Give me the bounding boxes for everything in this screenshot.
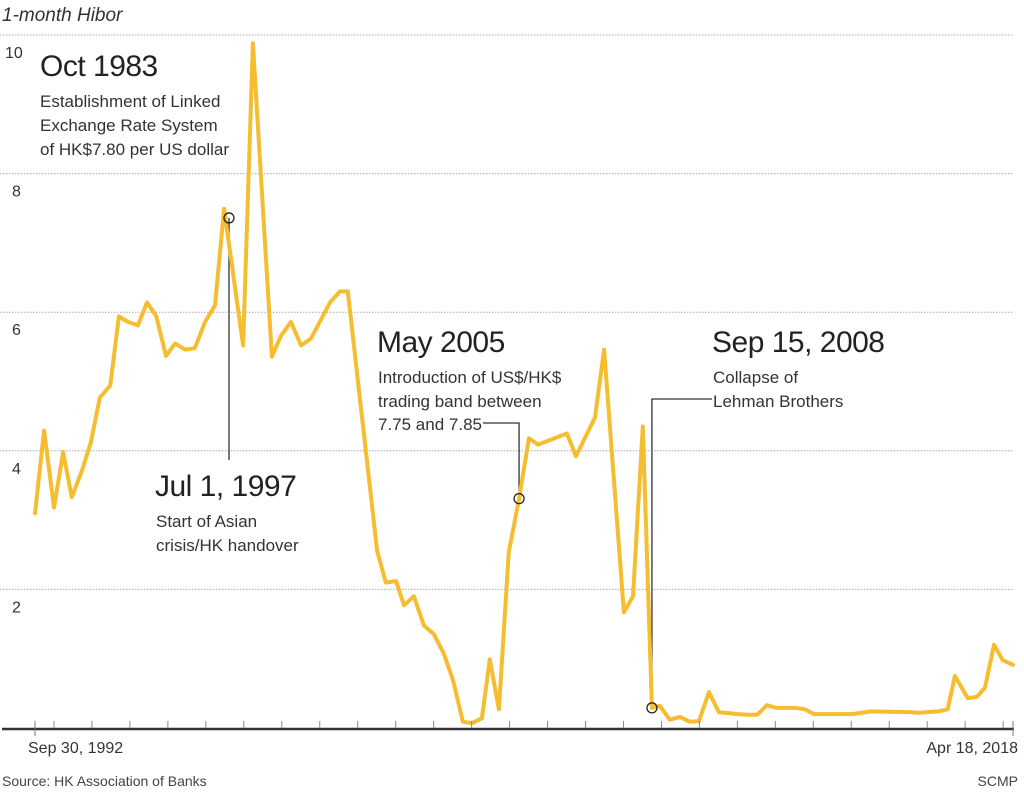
y-tick-label-2: 2 (12, 599, 21, 616)
annotation-may-2005: May 2005 Introduction of US$/HK$ trading… (377, 326, 562, 434)
annotation-line: Lehman Brothers (713, 392, 843, 411)
annotation-heading: May 2005 (377, 326, 505, 359)
annotation-line: Introduction of US$/HK$ (378, 368, 562, 387)
leader-sep-2008 (651, 398, 712, 708)
annotation-markers (223, 212, 658, 714)
y-tick-labels: 2 4 6 8 10 (5, 45, 23, 616)
y-tick-label-6: 6 (12, 322, 21, 339)
annotation-jul-1997: Jul 1, 1997 Start of Asian crisis/HK han… (155, 470, 299, 555)
annotation-line: crisis/HK handover (156, 536, 299, 555)
annotation-line: Collapse of (713, 368, 798, 387)
y-tick-label-10: 10 (5, 45, 23, 62)
x-axis (2, 721, 1014, 736)
annotation-line: of HK$7.80 per US dollar (40, 140, 229, 159)
marker-jul-1997 (223, 212, 235, 224)
annotation-heading: Sep 15, 2008 (712, 326, 885, 359)
y-tick-label-8: 8 (12, 184, 21, 201)
marker-sep-2008 (646, 702, 658, 714)
x-end-label: Apr 18, 2018 (926, 740, 1018, 757)
annotation-heading: Oct 1983 (40, 50, 158, 83)
y-tick-label-4: 4 (12, 461, 21, 478)
annotation-line: 7.75 and 7.85 (378, 415, 482, 434)
annotation-sep-2008: Sep 15, 2008 Collapse of Lehman Brothers (712, 326, 885, 411)
annotation-line: trading band between (378, 392, 542, 411)
x-start-label: Sep 30, 1992 (28, 740, 123, 757)
leader-may-2005 (483, 422, 520, 499)
annotation-line: Start of Asian (156, 512, 257, 531)
credit: SCMP (978, 773, 1018, 789)
annotation-line: Establishment of Linked (40, 92, 221, 111)
annotation-line: Exchange Rate System (40, 116, 218, 135)
annotation-oct-1983: Oct 1983 Establishment of Linked Exchang… (40, 50, 229, 159)
chart-title: 1-month Hibor (2, 5, 123, 26)
hibor-series-line (33, 41, 1015, 726)
source-note: Source: HK Association of Banks (2, 773, 207, 789)
marker-may-2005 (513, 492, 525, 505)
annotation-heading: Jul 1, 1997 (155, 470, 296, 503)
